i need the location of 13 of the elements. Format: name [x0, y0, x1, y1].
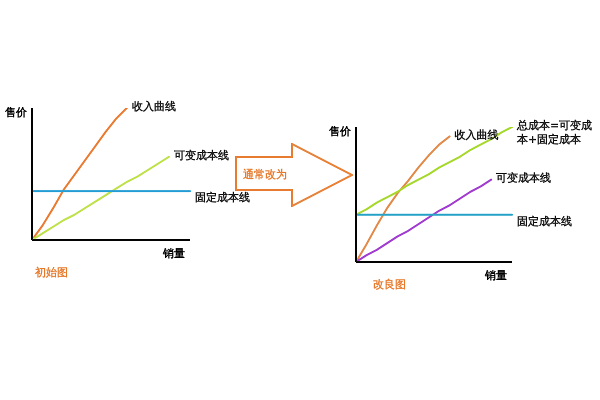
x-axis-title: 销量 — [163, 247, 185, 260]
series-label: 可变成本线 — [172, 148, 229, 162]
series-label: 固定成本线 — [195, 191, 250, 204]
series-label: 固定成本线 — [517, 214, 572, 228]
y-axis-title: 售价 — [329, 125, 351, 138]
text: 通常改为 — [243, 168, 287, 181]
series-label: 总成本=可变成本+固定成本 — [516, 119, 592, 146]
series-label: 收入曲线 — [132, 100, 176, 113]
text: 改良图 — [373, 278, 406, 291]
text: 初始图 — [35, 266, 68, 279]
series-label: 可变成本线 — [495, 172, 552, 185]
x-axis-title: 销量 — [485, 269, 507, 282]
y-axis-title: 售价 — [5, 106, 27, 119]
